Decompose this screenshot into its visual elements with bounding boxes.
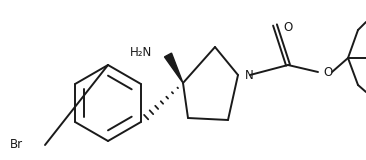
Text: H₂N: H₂N bbox=[130, 45, 152, 59]
Text: Br: Br bbox=[10, 139, 23, 152]
Text: N: N bbox=[245, 68, 254, 81]
Polygon shape bbox=[164, 53, 183, 83]
Text: O: O bbox=[323, 65, 332, 79]
Text: O: O bbox=[283, 20, 292, 33]
